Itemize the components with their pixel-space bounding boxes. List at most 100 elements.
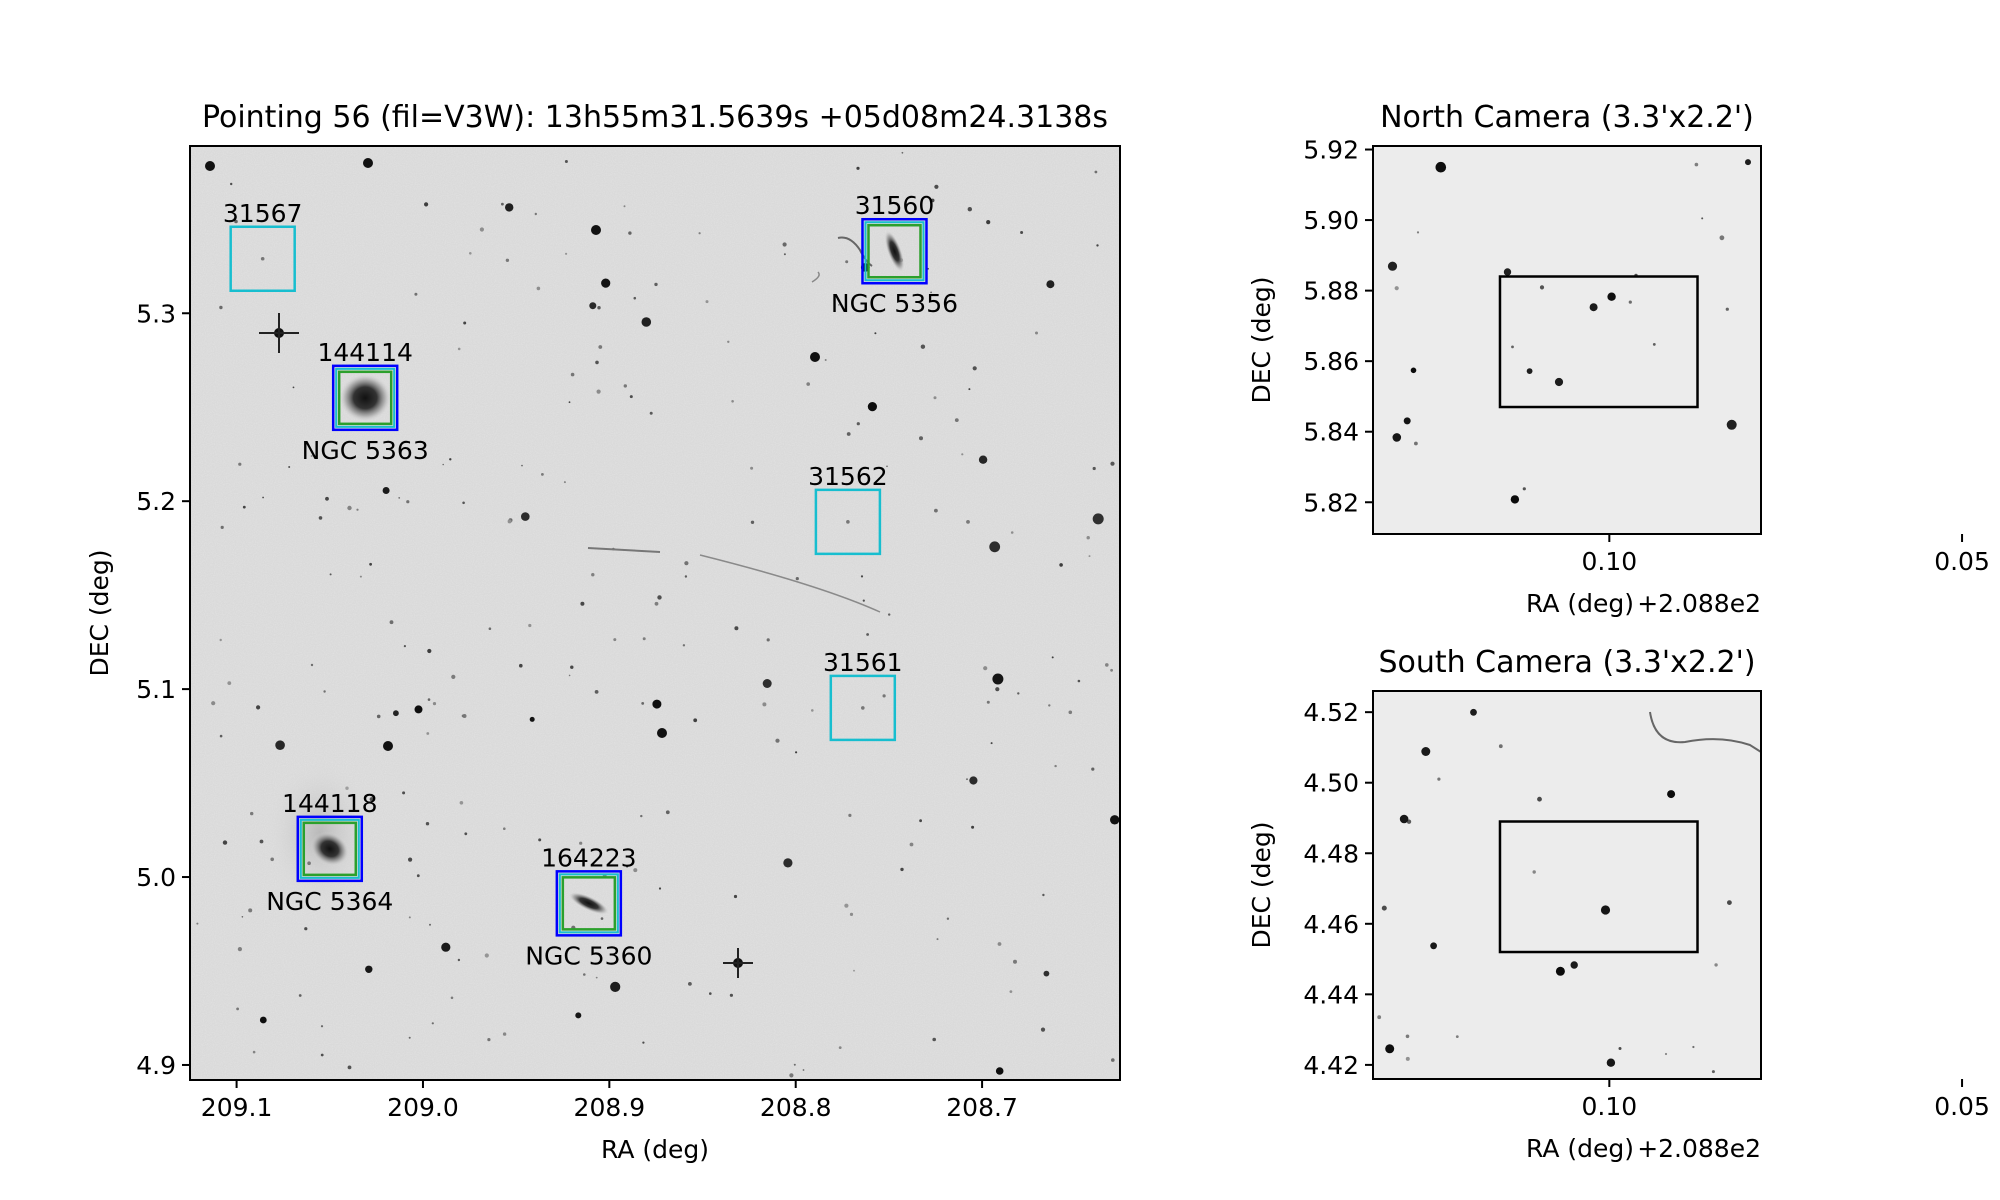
main-star [1088,555,1091,558]
main-star [463,321,467,325]
south-y-tick-label: 4.48 [1303,839,1359,868]
north-y-tick-label: 5.84 [1303,418,1359,447]
galaxy-image [568,892,609,915]
south-star [1570,961,1578,969]
main-star [329,573,332,576]
target-box-cyan [814,488,882,556]
main-star [408,857,413,862]
north-star [1745,159,1751,166]
main-star [862,599,865,602]
main-star [888,613,891,616]
main-star [795,751,798,754]
main-star [966,520,970,524]
main-star [259,1016,267,1024]
main-star [521,464,523,467]
main-star [403,645,406,648]
main-star [462,501,465,505]
main-star [762,679,772,688]
north-axes-frame [1372,145,1762,535]
main-star [521,512,530,521]
main-star [995,1067,1004,1075]
main-star [393,710,399,717]
main-star [359,575,362,578]
main-star [275,740,285,750]
main-star [652,699,662,709]
main-star [211,701,216,706]
north-y-tick-label: 5.86 [1303,347,1359,376]
north-y-tick-label: 5.90 [1303,206,1359,235]
main-star [729,993,734,997]
main-star [441,942,451,952]
target-id-label: 31567 [223,199,303,228]
target-box-cyan [299,818,360,879]
south-star [1555,966,1565,976]
target-box-green [302,821,358,877]
main-star [934,184,939,189]
south-star [1727,900,1732,905]
north-y-ticks: 5.82 5.84 5.86 5.88 5.90 5.92 [1303,136,1373,517]
main-diffraction-spikes [259,313,299,353]
galaxy-image [339,373,392,422]
main-star [469,252,472,255]
main-star [623,205,626,208]
main-star [824,359,827,361]
target-box-green [867,223,922,279]
main-star [806,382,810,386]
south-star [1692,1045,1695,1049]
main-star [230,182,233,186]
south-star [1606,1058,1616,1067]
south-star [1377,1015,1382,1020]
galaxy-image [310,831,349,866]
main-star [594,690,599,694]
target-box-blue [861,217,928,285]
target-source [861,706,865,710]
main-star [402,791,406,795]
target-box-cyan [229,225,296,293]
main-star [986,220,991,225]
main-star [811,709,814,712]
main-star [789,1073,794,1078]
main-star [649,411,653,415]
main-star-field [196,151,1120,1078]
north-star [1554,377,1564,387]
main-star [252,1050,256,1054]
main-star [427,648,432,654]
main-star [288,466,291,468]
main-star [519,663,523,668]
main-y-axis-label: DEC (deg) [85,549,114,676]
main-star [414,292,418,296]
main-star [856,422,860,426]
main-star [684,575,688,578]
main-star [657,595,662,600]
north-star [1416,231,1420,234]
north-star [1394,286,1399,291]
target-id-label: 31560 [855,191,935,220]
main-star [563,481,566,484]
north-y-tick-label: 5.92 [1303,136,1359,165]
main-star [304,927,308,931]
main-star [930,198,935,203]
main-star [429,923,431,926]
main-star [684,561,689,566]
south-star [1711,1070,1715,1074]
main-star [919,819,922,823]
main-star [1048,704,1051,707]
south-x-tick-label: 0.10 [1581,1092,1637,1121]
main-star [248,908,253,913]
main-star [227,681,232,685]
main-x-tick-label: 208.9 [574,1093,646,1122]
main-star [220,525,224,530]
main-star [568,401,571,404]
main-star [449,458,452,461]
main-star [234,219,238,224]
target-ngc-label: NGC 5360 [525,941,652,970]
main-star [601,278,611,288]
north-star-field [1387,159,1751,504]
main-star [971,825,975,829]
main-star [367,441,371,444]
main-star [613,638,617,642]
north-star [1539,285,1545,290]
main-star [389,620,394,625]
south-streak [1649,711,1762,753]
